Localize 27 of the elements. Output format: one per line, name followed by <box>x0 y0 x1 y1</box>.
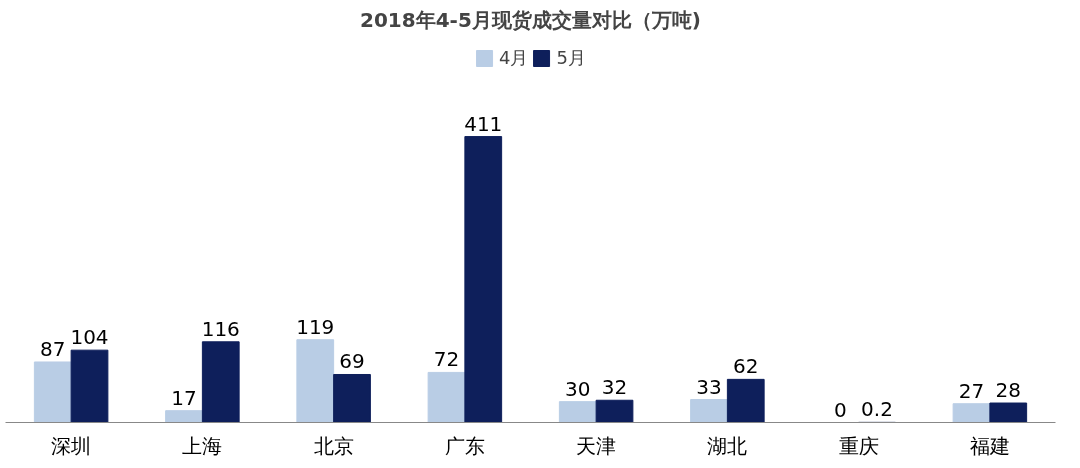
data-label: 116 <box>201 316 240 341</box>
x-tick-label: 深圳 <box>51 433 92 458</box>
data-label: 62 <box>733 354 759 379</box>
data-label: 104 <box>70 325 109 350</box>
data-label: 27 <box>958 378 985 403</box>
x-tick-label: 福建 <box>969 433 1010 458</box>
x-tick-label: 上海 <box>182 433 223 458</box>
data-label: 72 <box>433 347 460 372</box>
x-tick-label: 湖北 <box>707 433 748 458</box>
data-label: 69 <box>339 349 365 374</box>
x-tick-label: 北京 <box>313 433 354 458</box>
data-label: 87 <box>40 336 66 361</box>
x-tick-label: 天津 <box>576 433 617 458</box>
data-label: 411 <box>464 111 503 136</box>
data-label: 0.2 <box>861 397 893 422</box>
x-tick-label: 重庆 <box>838 433 879 458</box>
chart-title: 2018年4-5月现货成交量对比（万吨) <box>360 7 701 32</box>
data-label: 33 <box>696 374 722 399</box>
data-label: 30 <box>565 376 591 401</box>
data-label: 17 <box>171 385 197 410</box>
data-label: 0 <box>833 397 847 422</box>
legend-label: 4月 <box>499 46 529 70</box>
data-label: 32 <box>601 375 628 400</box>
data-label: 119 <box>296 314 335 339</box>
x-tick-label: 广东 <box>444 433 485 458</box>
data-label: 28 <box>995 378 1021 403</box>
legend-label: 5月 <box>556 46 586 70</box>
